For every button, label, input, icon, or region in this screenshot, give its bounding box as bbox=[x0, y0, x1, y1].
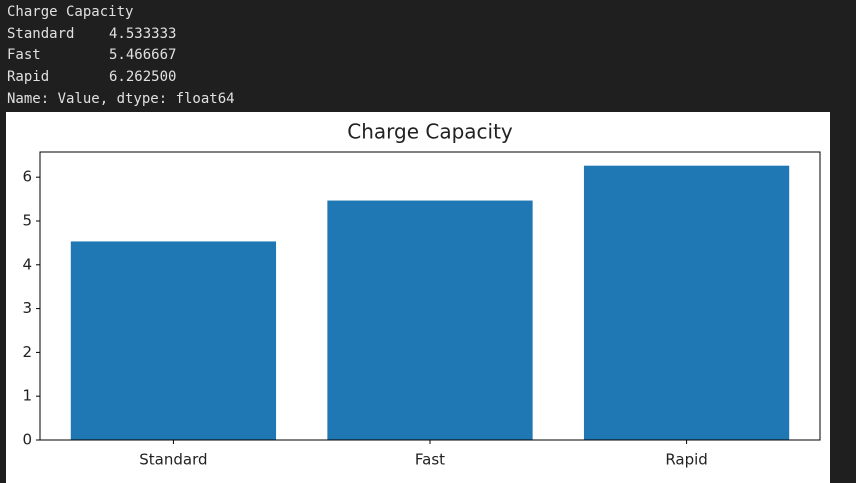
row-label: Standard bbox=[7, 25, 75, 42]
y-tick-label: 6 bbox=[22, 168, 32, 186]
row-value: 4.533333 bbox=[109, 25, 177, 42]
output-header: Charge Capacity bbox=[7, 4, 134, 20]
y-tick-label: 2 bbox=[22, 343, 32, 361]
output-row: Standard 4.533333 bbox=[7, 24, 847, 46]
bar bbox=[70, 241, 277, 440]
y-tick-label: 4 bbox=[22, 255, 32, 273]
output-row: Fast 5.466667 bbox=[7, 45, 847, 67]
y-tick-label: 0 bbox=[22, 431, 32, 449]
x-tick-label: Rapid bbox=[665, 451, 708, 469]
y-tick-label: 1 bbox=[22, 387, 32, 405]
bar bbox=[327, 200, 533, 440]
row-label: Fast bbox=[7, 47, 41, 64]
bar bbox=[583, 165, 790, 440]
cell-output: Charge Capacity Standard 4.533333 Fast 5.4… bbox=[7, 2, 847, 110]
chart-title: Charge Capacity bbox=[347, 120, 513, 144]
chart: Charge Capacity Standard Fast Rapid 0 1 2 3 4 5 6 bbox=[6, 112, 830, 483]
x-tick-label: Standard bbox=[139, 451, 207, 469]
plot-frame bbox=[39, 151, 821, 441]
y-tick-label: 3 bbox=[22, 299, 32, 317]
output-row: Rapid 6.262500 bbox=[7, 67, 847, 89]
row-value: 6.262500 bbox=[109, 69, 177, 86]
row-value: 5.466667 bbox=[109, 47, 177, 64]
y-tick-label: 5 bbox=[22, 211, 32, 229]
x-tick-label: Fast bbox=[415, 451, 445, 469]
output-footer: Name: Value, dtype: float64 bbox=[7, 90, 235, 107]
row-label: Rapid bbox=[7, 69, 50, 86]
